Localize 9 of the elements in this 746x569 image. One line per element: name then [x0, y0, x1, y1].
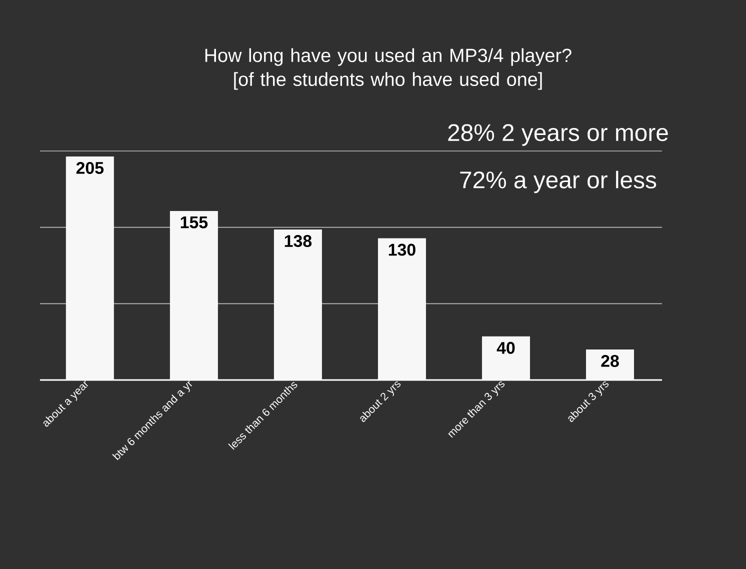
text: 28% 2 years or more	[448, 124, 668, 146]
annotation: 72% a year or less	[460, 170, 656, 194]
data-label: 205	[76, 162, 104, 174]
data-label: 28	[601, 354, 619, 367]
data-label: 155	[180, 216, 208, 228]
data-label: 40	[496, 342, 515, 354]
data-label: 138	[284, 235, 312, 248]
data-label: 130	[388, 244, 416, 256]
chart-title: How long have you used an MP3/4 player? [of the students who have used one]	[205, 48, 572, 90]
